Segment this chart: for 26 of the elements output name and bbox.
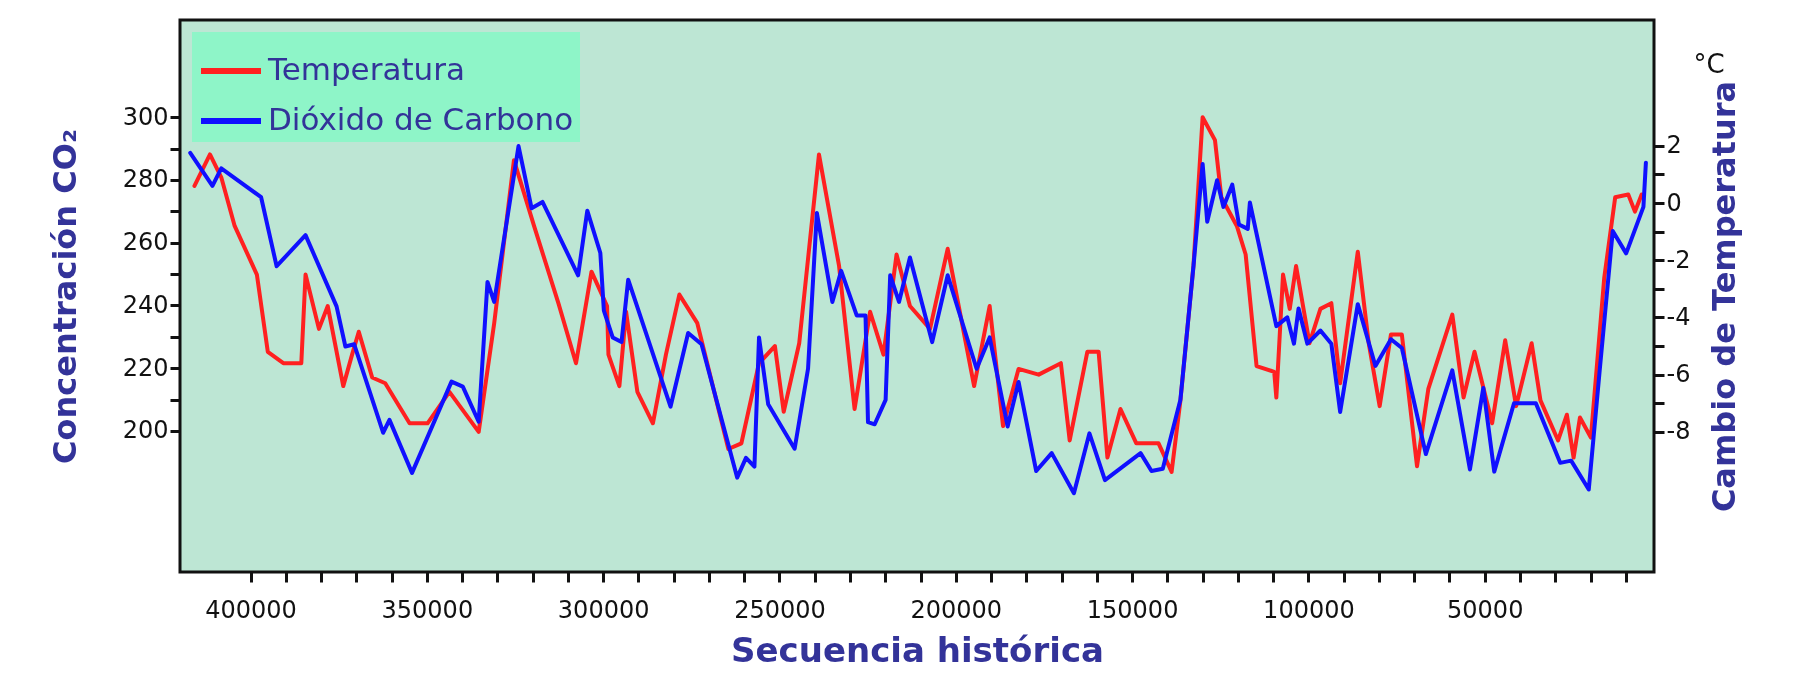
y2-tick-label: 0 (1666, 188, 1682, 217)
y-tick-label: 300 (122, 102, 169, 131)
y-tick-label: 200 (122, 416, 169, 445)
y-tick-label: 260 (122, 228, 169, 257)
legend-label: Temperatura (267, 51, 465, 87)
x-axis-title: Secuencia histórica (731, 629, 1104, 670)
x-tick-label: 150000 (1086, 595, 1179, 624)
y-axis-title: Concentración CO₂ (45, 129, 84, 464)
x-tick-label: 200000 (910, 595, 1003, 624)
y2-tick-label: -2 (1666, 245, 1691, 274)
y-tick-label: 220 (122, 353, 169, 382)
y2-axis-title: Cambio de Temperatura (1705, 80, 1744, 513)
x-tick-label: 400000 (205, 595, 297, 624)
y2-tick-label: 2 (1666, 131, 1682, 160)
x-tick-label: 50000 (1447, 595, 1524, 624)
y2-tick-label: -8 (1666, 417, 1691, 446)
text: °C (1693, 49, 1725, 79)
x-tick-label: 250000 (734, 595, 826, 624)
y-tick-label: 280 (122, 165, 169, 194)
x-tick-label: 100000 (1263, 595, 1355, 624)
y-tick-label: 240 (122, 290, 169, 319)
x-tick-label: 300000 (557, 595, 650, 624)
y2-tick-label: -6 (1666, 360, 1691, 389)
x-tick-label: 350000 (381, 595, 474, 624)
legend-label: Dióxido de Carbono (268, 101, 574, 137)
y2-tick-label: -4 (1666, 302, 1691, 331)
